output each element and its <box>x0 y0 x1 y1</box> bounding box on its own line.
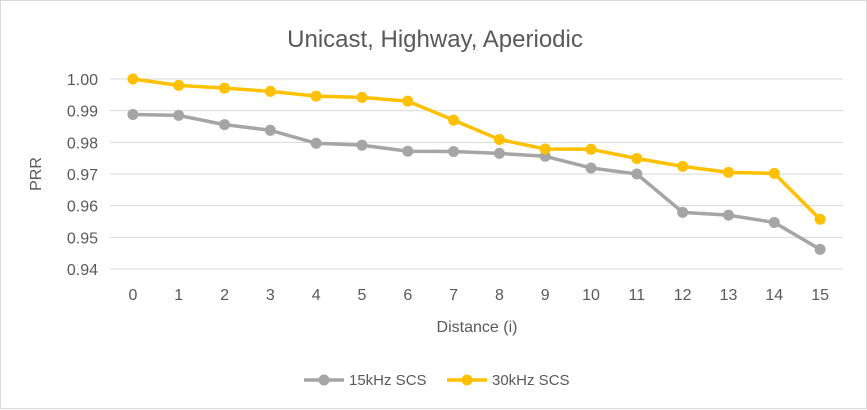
series-layer <box>127 73 826 255</box>
x-tick-label: 3 <box>266 287 275 304</box>
data-point <box>814 243 826 255</box>
data-point <box>310 137 322 149</box>
data-point <box>356 91 368 103</box>
y-axis-label: PRR <box>28 157 45 191</box>
y-tick-label: 0.98 <box>67 135 98 152</box>
chart-title: Unicast, Highway, Aperiodic <box>287 26 583 53</box>
data-point <box>814 213 826 225</box>
y-tick-label: 0.95 <box>67 230 98 247</box>
y-tick-label: 0.96 <box>67 199 98 216</box>
legend: 15kHz SCS 30kHz SCS <box>304 372 570 389</box>
data-point <box>219 82 231 94</box>
x-tick-label: 5 <box>358 287 367 304</box>
x-tick-label: 9 <box>541 287 550 304</box>
data-point <box>448 146 460 158</box>
x-tick-label: 7 <box>449 287 458 304</box>
x-tick-label: 0 <box>128 287 137 304</box>
x-tick-label: 14 <box>765 287 783 304</box>
x-tick-label: 12 <box>674 287 692 304</box>
x-axis-ticks: 0 1 2 3 4 5 6 7 8 9 10 11 12 13 14 15 <box>128 287 829 304</box>
data-point <box>722 166 734 178</box>
series-line <box>132 77 822 221</box>
y-tick-label: 0.97 <box>67 167 98 184</box>
data-point <box>310 90 322 102</box>
data-point <box>402 145 414 157</box>
data-point <box>722 209 734 221</box>
data-point <box>539 143 551 155</box>
series-line <box>132 112 821 251</box>
data-point <box>127 108 139 120</box>
legend-item: 30kHz SCS <box>447 372 570 389</box>
data-point <box>493 147 505 159</box>
series-0 <box>127 108 826 255</box>
legend-point-marker <box>461 374 473 386</box>
y-tick-label: 0.94 <box>67 262 98 279</box>
data-point <box>173 79 185 91</box>
x-tick-label: 2 <box>220 287 229 304</box>
data-point <box>127 73 139 85</box>
data-point <box>768 216 780 228</box>
x-tick-label: 13 <box>720 287 738 304</box>
data-point <box>448 114 460 126</box>
x-tick-label: 11 <box>629 287 646 304</box>
gridlines <box>110 78 843 270</box>
x-axis-label: Distance (i) <box>437 319 518 336</box>
data-point <box>768 167 780 179</box>
series-1 <box>127 73 826 225</box>
data-point <box>631 152 643 164</box>
data-point <box>677 206 689 218</box>
data-point <box>493 133 505 145</box>
legend-item: 15kHz SCS <box>304 372 427 389</box>
data-point <box>356 139 368 151</box>
data-point <box>585 162 597 174</box>
legend-label: 30kHz SCS <box>492 372 570 389</box>
data-point <box>402 95 414 107</box>
data-point <box>677 160 689 172</box>
x-tick-label: 6 <box>403 287 412 304</box>
x-tick-label: 8 <box>495 287 504 304</box>
x-tick-label: 4 <box>312 287 321 304</box>
data-point <box>585 143 597 155</box>
data-point <box>264 124 276 136</box>
data-point <box>173 109 185 121</box>
legend-label: 15kHz SCS <box>349 372 427 389</box>
data-point <box>631 168 643 180</box>
y-axis-ticks: 0.94 0.95 0.96 0.97 0.98 0.99 1.00 <box>67 72 98 279</box>
x-tick-label: 10 <box>582 287 600 304</box>
y-tick-label: 1.00 <box>67 72 98 89</box>
legend-point-marker <box>318 374 330 386</box>
y-tick-label: 0.99 <box>67 104 98 121</box>
x-tick-label: 15 <box>811 287 829 304</box>
data-point <box>219 119 231 131</box>
x-tick-label: 1 <box>174 287 183 304</box>
data-point <box>264 85 276 97</box>
